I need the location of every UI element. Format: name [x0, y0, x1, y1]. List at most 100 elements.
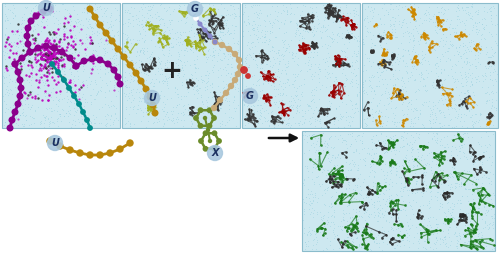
Point	[398, 157, 406, 162]
Point	[172, 31, 179, 36]
Point	[392, 169, 400, 173]
Point	[132, 13, 140, 17]
Point	[135, 90, 143, 94]
Point	[462, 83, 470, 87]
Point	[60, 52, 68, 56]
Point	[306, 55, 314, 59]
Point	[418, 72, 426, 76]
Point	[310, 182, 318, 186]
Point	[348, 24, 356, 28]
Point	[211, 25, 219, 29]
Point	[70, 88, 78, 92]
Point	[400, 17, 408, 21]
Point	[368, 16, 376, 20]
Point	[388, 161, 396, 165]
Point	[370, 152, 378, 156]
Point	[326, 9, 334, 13]
Point	[382, 96, 390, 100]
Point	[271, 118, 279, 122]
Point	[442, 222, 450, 226]
Point	[278, 122, 286, 126]
Point	[40, 58, 48, 62]
Point	[196, 6, 204, 10]
Point	[184, 84, 192, 88]
Point	[330, 164, 338, 168]
Point	[485, 221, 493, 226]
Point	[385, 194, 393, 198]
Point	[421, 41, 429, 45]
Point	[86, 66, 94, 70]
Point	[54, 51, 62, 55]
Point	[319, 214, 327, 218]
Point	[55, 99, 63, 103]
Point	[40, 47, 48, 51]
Point	[186, 112, 194, 116]
Point	[44, 54, 52, 58]
Point	[284, 121, 292, 125]
Point	[147, 29, 155, 33]
Point	[30, 94, 38, 98]
Point	[249, 26, 257, 30]
Point	[426, 17, 434, 21]
Point	[462, 5, 469, 9]
Point	[420, 37, 428, 41]
Point	[41, 79, 49, 83]
Point	[374, 74, 382, 79]
Point	[388, 23, 396, 27]
Point	[354, 13, 362, 17]
Point	[394, 13, 402, 17]
Point	[390, 22, 398, 26]
Point	[266, 95, 274, 99]
Point	[284, 58, 292, 62]
Point	[336, 116, 344, 120]
Point	[310, 100, 318, 104]
Point	[140, 65, 148, 69]
Point	[138, 18, 146, 22]
Point	[286, 12, 294, 16]
Point	[39, 66, 47, 70]
Point	[145, 20, 153, 24]
Point	[457, 56, 465, 60]
Point	[391, 82, 399, 86]
Point	[226, 75, 234, 79]
Point	[162, 25, 170, 29]
Point	[37, 56, 45, 60]
Point	[46, 93, 54, 97]
Point	[214, 16, 222, 20]
Point	[60, 62, 68, 67]
Point	[27, 78, 35, 82]
Point	[110, 72, 118, 76]
Point	[432, 222, 440, 227]
Point	[146, 18, 154, 23]
Point	[398, 102, 406, 106]
Point	[41, 51, 49, 55]
Point	[364, 183, 372, 187]
Point	[470, 168, 478, 172]
Point	[308, 247, 316, 251]
Point	[426, 12, 434, 16]
Point	[362, 116, 370, 120]
Point	[316, 230, 324, 234]
Point	[109, 103, 117, 107]
Point	[443, 134, 451, 138]
Point	[99, 19, 107, 23]
Point	[42, 71, 50, 76]
Point	[311, 119, 319, 123]
Point	[66, 94, 74, 98]
Point	[310, 229, 318, 233]
Point	[386, 36, 394, 40]
Point	[206, 15, 214, 19]
Point	[482, 124, 490, 128]
Point	[195, 48, 203, 52]
Point	[232, 81, 239, 85]
Point	[466, 222, 474, 226]
Point	[142, 46, 150, 50]
Point	[424, 236, 432, 240]
Point	[67, 62, 75, 66]
Point	[148, 31, 156, 35]
Point	[382, 68, 390, 72]
Point	[224, 62, 232, 66]
Point	[370, 141, 378, 145]
Point	[343, 223, 351, 227]
Point	[376, 199, 384, 203]
